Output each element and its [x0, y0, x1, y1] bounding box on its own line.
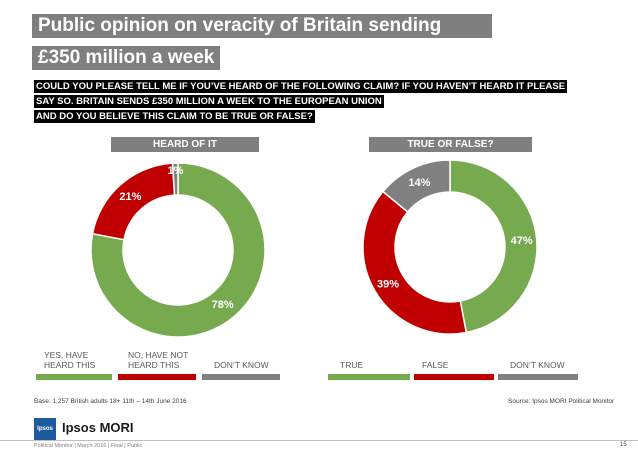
legend-swatch-dont-know-1 [202, 374, 280, 380]
legend-label-dont-know-1: DON’T KNOW [214, 360, 269, 370]
donut-2-label-2: 14% [408, 177, 430, 189]
legend-label-dont-know-2: DON’T KNOW [510, 360, 565, 370]
base-note: Base: 1,257 British adults 18+ 11th – 14… [34, 398, 187, 405]
donut-1-label-0: 78% [212, 299, 234, 311]
source-note: Source: Ipsos MORI Political Monitor [508, 398, 615, 405]
donut-2-slice-2 [381, 159, 451, 213]
ipsos-mori-wordmark: Ipsos MORI [62, 420, 134, 435]
donut-1-slice-0 [90, 162, 266, 338]
legend-label-not-heard: NO, HAVE NOT HEARD THIS [128, 350, 189, 370]
legend-label-false: FALSE [422, 360, 449, 370]
question-line-1: COULD YOU PLEASE TELL ME IF YOU’VE HEARD… [34, 80, 568, 93]
donut-2-slice-0 [449, 159, 538, 334]
footer-divider [0, 440, 638, 441]
donut-2-label-0: 47% [511, 235, 533, 247]
legend-label-true: TRUE [340, 360, 364, 370]
legend-swatch-dont-know-2 [498, 374, 578, 380]
chart-1-header: HEARD OF IT [111, 137, 259, 152]
legend-label-yes-heard: YES, HAVE HEARD THIS [44, 350, 96, 370]
slide-title-line-1: Public opinion on veracity of Britain se… [32, 14, 492, 38]
question-line-3: AND DO YOU BELIEVE THIS CLAIM TO BE TRUE… [34, 110, 315, 123]
donut-chart-true-or-false: 47% 39% 14% [362, 159, 538, 335]
ipsos-logo: Ipsos [34, 418, 56, 440]
donut-chart-heard-of-it: 78% 21% 1% [90, 162, 266, 338]
donut-1-slice-2 [171, 162, 179, 196]
donut-2-label-1: 39% [377, 279, 399, 291]
legend-swatch-yes-heard [36, 374, 112, 380]
donut-2-slice-1 [362, 190, 468, 335]
chart-2-header: TRUE OR FALSE? [369, 137, 532, 152]
legend-swatch-false [414, 374, 494, 380]
legend-swatch-true [328, 374, 410, 380]
slide-title-line-2: £350 million a week [32, 46, 221, 70]
question-line-2: SAY SO. BRITAIN SENDS £350 MILLION A WEE… [34, 95, 384, 108]
donut-1-label-1: 21% [119, 191, 141, 203]
page-number: 15 [620, 442, 627, 448]
donut-1-label-2: 1% [168, 165, 184, 177]
footer-meta: Political Monitor | March 2016 | Final |… [34, 443, 143, 449]
legend-swatch-not-heard [118, 374, 196, 380]
